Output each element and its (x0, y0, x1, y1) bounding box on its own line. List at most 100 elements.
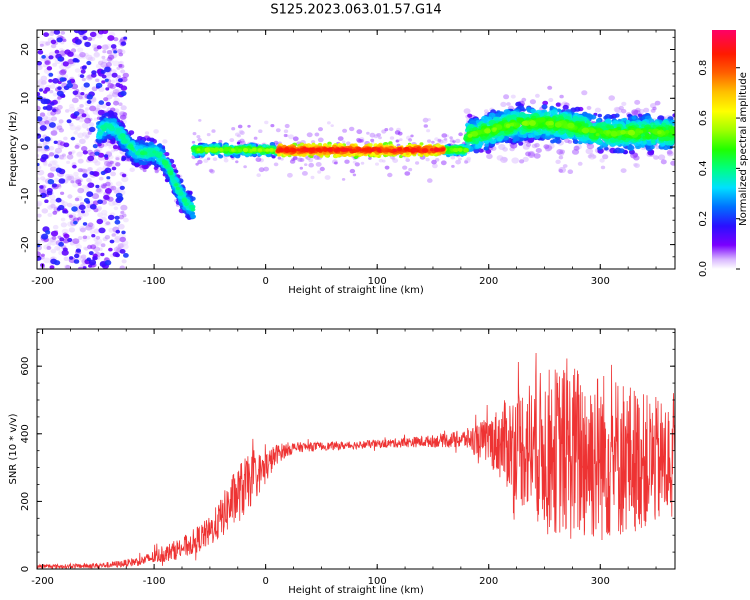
heatmap-cell (82, 222, 88, 226)
heatmap-cell (42, 106, 48, 110)
heatmap-cell (53, 30, 61, 35)
heatmap-cell (478, 148, 484, 153)
heatmap-cell (235, 147, 239, 151)
heatmap-cell (78, 95, 83, 100)
heatmap-cell (184, 202, 189, 207)
heatmap-cell (594, 107, 602, 113)
heatmap-cell (100, 103, 107, 109)
heatmap-cell (40, 192, 47, 199)
heatmap-cell (314, 155, 320, 160)
heatmap-cell (88, 122, 95, 127)
heatmap-cell (412, 147, 418, 153)
heatmap-cell (457, 147, 463, 152)
heatmap-cell (66, 154, 74, 160)
heatmap-cell (527, 137, 535, 143)
heatmap-cell (68, 106, 76, 113)
heatmap-cell (422, 117, 429, 123)
heatmap-cell (100, 125, 107, 131)
heatmap-cell (106, 50, 113, 55)
heatmap-cell (599, 130, 605, 135)
heatmap-cell (46, 245, 52, 250)
heatmap-cell (122, 72, 129, 78)
heatmap-cell (89, 171, 95, 175)
heatmap-cell (265, 148, 270, 152)
heatmap-cell (672, 113, 675, 118)
heatmap-cell (427, 178, 433, 183)
heatmap-cell (83, 198, 90, 203)
heatmap-cell (82, 187, 90, 193)
heatmap-cell (581, 90, 588, 96)
heatmap-cell (120, 69, 126, 74)
heatmap-cell (529, 120, 536, 126)
heatmap-cell (109, 239, 115, 244)
heatmap-cell (467, 137, 473, 142)
heatmap-cell (243, 165, 247, 169)
heatmap-cell (102, 50, 107, 54)
heatmap-cell (592, 154, 597, 159)
heatmap-cell (637, 113, 643, 118)
heatmap-cell (118, 52, 124, 57)
heatmap-cell (52, 224, 59, 230)
heatmap-cell (79, 52, 86, 58)
heatmap-cell (49, 90, 54, 94)
heatmap-cell (61, 228, 69, 235)
heatmap-cell (81, 122, 89, 129)
heatmap-cell (93, 52, 100, 58)
heatmap-cell (37, 169, 45, 176)
heatmap-cell (263, 166, 269, 172)
heatmap-cell (37, 105, 41, 112)
heatmap-cell (96, 103, 102, 108)
heatmap-cell (69, 122, 74, 127)
heatmap-cell (94, 242, 99, 246)
heatmap-cell (410, 134, 414, 138)
heatmap-cell (484, 143, 490, 148)
heatmap-cell (582, 127, 590, 134)
heatmap-cell (103, 97, 109, 102)
heatmap-cell (542, 100, 549, 106)
heatmap-cell (523, 134, 527, 138)
heatmap-cell (349, 168, 356, 174)
heatmap-cell (426, 129, 431, 133)
heatmap-cell (44, 60, 50, 65)
heatmap-cell (105, 71, 112, 77)
heatmap-cell (337, 136, 344, 142)
heatmap-cell (195, 162, 199, 166)
heatmap-cell (229, 138, 235, 143)
heatmap-cell (486, 153, 493, 160)
heatmap-cell (144, 131, 150, 135)
heatmap-cell (119, 265, 125, 269)
heatmap-cell (60, 222, 68, 228)
heatmap-cell (660, 159, 667, 165)
heatmap-cell (51, 160, 58, 165)
heatmap-cell (621, 101, 627, 106)
heatmap-cell (98, 227, 106, 234)
heatmap-cell (113, 206, 119, 211)
heatmap-cell (657, 130, 662, 135)
heatmap-cell (43, 257, 51, 264)
heatmap-cell (39, 185, 44, 189)
heatmap-cell (431, 140, 435, 144)
heatmap-cell (39, 88, 43, 92)
heatmap-cell (256, 173, 262, 178)
heatmap-cell (97, 212, 104, 218)
heatmap-cell (204, 147, 211, 153)
heatmap-cell (403, 146, 410, 152)
heatmap-cell (121, 156, 127, 161)
heatmap-cell (97, 131, 103, 136)
heatmap-cell (319, 166, 325, 172)
heatmap-cell (621, 109, 627, 114)
heatmap-cell (45, 104, 53, 111)
heatmap-cell (181, 198, 188, 203)
heatmap-cell (258, 148, 262, 152)
heatmap-cell (46, 190, 53, 196)
heatmap-cell (399, 154, 403, 159)
heatmap-cell (223, 147, 229, 152)
heatmap-cell (119, 236, 126, 243)
heatmap-cell (218, 147, 224, 152)
heatmap-cell (51, 236, 57, 240)
heatmap-cell (317, 170, 322, 174)
heatmap-cell (59, 77, 65, 82)
heatmap-cell (82, 35, 88, 41)
heatmap-cell (620, 130, 626, 135)
heatmap-cell (48, 72, 54, 77)
